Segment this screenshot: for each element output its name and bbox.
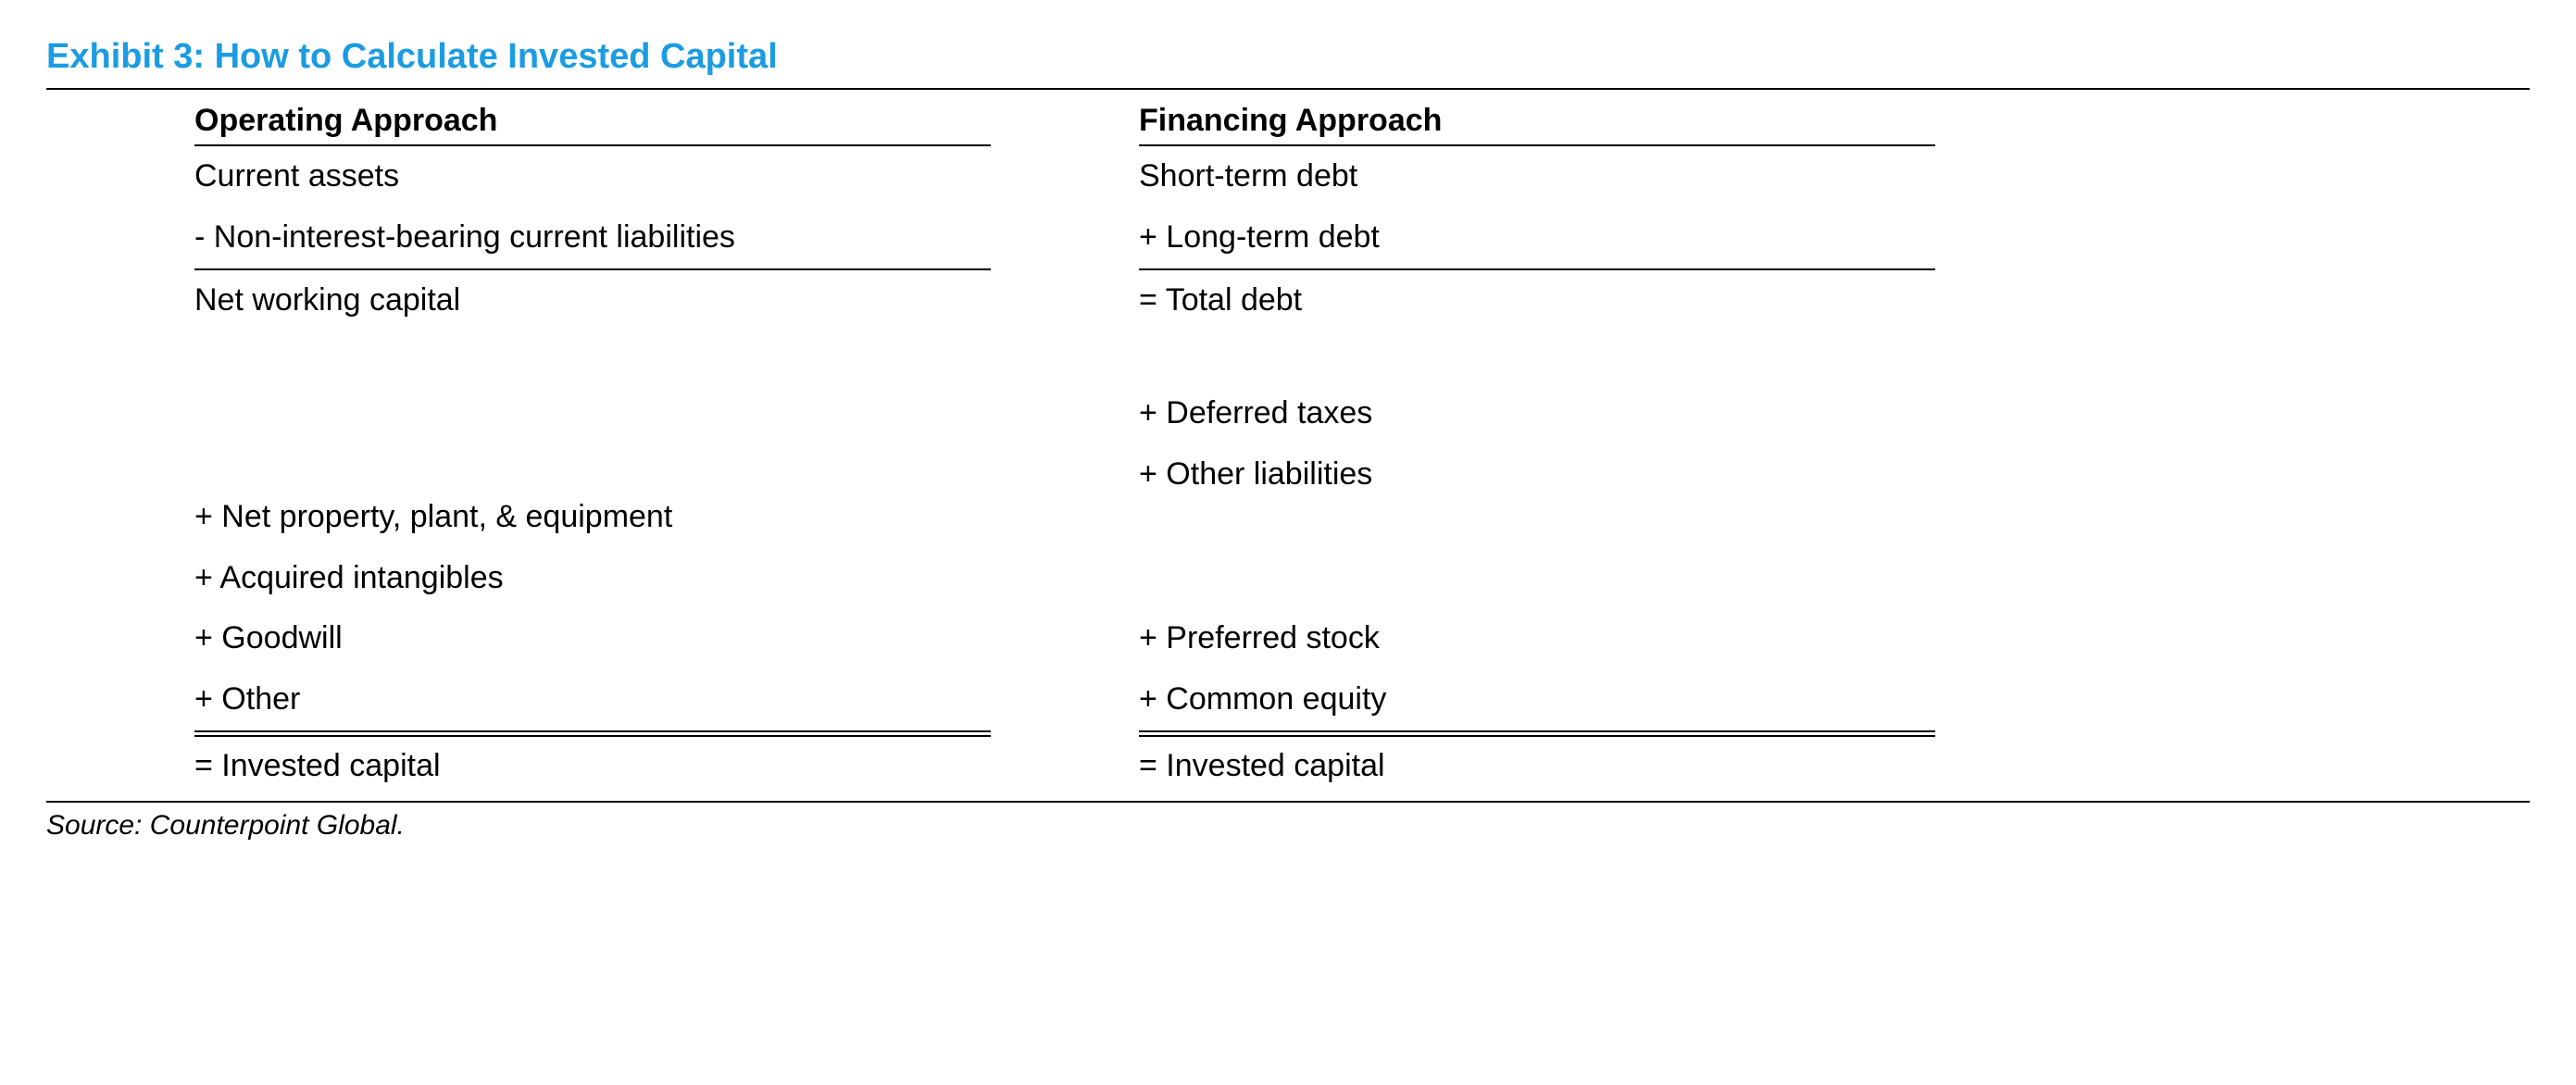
financing-row: + Common equity: [1139, 669, 1935, 730]
operating-row: + Net property, plant, & equipment: [194, 487, 991, 548]
operating-row: - Non-interest-bearing current liabiliti…: [194, 207, 991, 268]
exhibit-title: Exhibit 3: How to Calculate Invested Cap…: [46, 37, 2530, 77]
operating-header: Operating Approach: [194, 97, 991, 146]
operating-row: Current assets: [194, 146, 991, 207]
financing-row: [1139, 505, 1935, 556]
financing-column: Financing Approach Short-term debt + Lon…: [1139, 97, 1935, 797]
financing-row: [1139, 556, 1935, 608]
operating-row: [194, 383, 991, 435]
operating-row: Net working capital: [194, 268, 991, 331]
financing-row: Short-term debt: [1139, 146, 1935, 207]
financing-row: = Invested capital: [1139, 730, 1935, 797]
operating-row: = Invested capital: [194, 730, 991, 797]
financing-row: + Long-term debt: [1139, 207, 1935, 268]
source-text: Source: Counterpoint Global.: [46, 803, 2530, 842]
operating-row: + Acquired intangibles: [194, 548, 991, 609]
financing-row: + Other liabilities: [1139, 444, 1935, 505]
operating-row: [194, 435, 991, 487]
operating-column: Operating Approach Current assets - Non-…: [194, 97, 991, 797]
operating-row: + Other: [194, 669, 991, 730]
financing-row: [1139, 331, 1935, 383]
operating-row: + Goodwill: [194, 608, 991, 669]
columns-wrap: Operating Approach Current assets - Non-…: [46, 90, 2530, 797]
financing-header: Financing Approach: [1139, 97, 1935, 146]
financing-row: + Deferred taxes: [1139, 383, 1935, 444]
operating-row: [194, 331, 991, 383]
financing-row: = Total debt: [1139, 268, 1935, 331]
left-padding: [46, 97, 194, 797]
financing-row: + Preferred stock: [1139, 608, 1935, 669]
exhibit-container: Exhibit 3: How to Calculate Invested Cap…: [46, 37, 2530, 842]
